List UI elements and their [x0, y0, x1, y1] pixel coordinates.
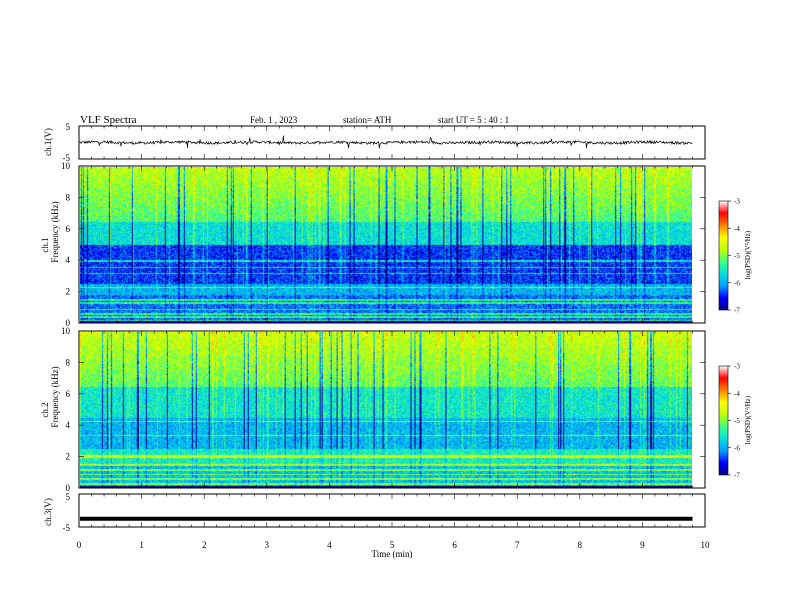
ch1-colorbar-ticks: -3 -4 -5 -6 -7	[728, 198, 740, 315]
time-tick-label: 7	[515, 540, 520, 550]
time-tick-label: 9	[640, 540, 645, 550]
y-tick-label: 8	[66, 192, 71, 202]
ch1-spectrogram-panel: 0 2 4 6 8 10 ch.1 Frequency (kHz)	[40, 161, 706, 328]
ch2-spectrogram-yticks: 0 2 4 6 8 10	[61, 326, 705, 493]
ch1-waveform-xticks	[78, 126, 706, 159]
y-tick-label: 6	[66, 224, 71, 234]
ch1-ytick-bottom: -5	[63, 153, 71, 163]
header-start-time: start UT = 5 : 40 : 1	[438, 115, 509, 125]
time-tick-label: 4	[327, 540, 332, 550]
colorbar-tick-label: -6	[734, 279, 740, 287]
colorbar-tick-label: -5	[734, 417, 740, 425]
ch1-waveform-trace	[79, 135, 693, 149]
spectrogram-raster	[80, 167, 692, 323]
ch2-spectrogram-ylabel-top: ch.2	[40, 402, 50, 417]
ch2-spectrogram-image	[80, 332, 692, 488]
header-station: station= ATH	[343, 115, 392, 125]
time-axis-label: Time (min)	[372, 549, 413, 559]
y-tick-label: 10	[61, 326, 71, 336]
ch2-colorbar: -3 -4 -5 -6 -7 log(PSD)(V²/Hz)	[718, 363, 752, 480]
colorbar-tick-label: -7	[734, 307, 740, 315]
ch3-waveform-xticks	[78, 494, 706, 527]
ch2-colorbar-label: log(PSD)(V²/Hz)	[744, 395, 752, 444]
time-tick-label: 6	[452, 540, 457, 550]
time-tick-label: 5	[390, 540, 395, 550]
colorbar-tick-label: -3	[734, 198, 740, 206]
ch3-ytick-top: 5	[66, 492, 71, 502]
ch2-spectrogram-xticks	[78, 331, 706, 488]
ch2-spectrogram-panel: 0 2 4 6 8 10 ch.2 Frequency (kHz)	[40, 326, 706, 493]
time-axis-tick-labels: 0 1 2 3 4 5 6 7 8 9 10	[77, 540, 710, 550]
ch3-waveform-frame	[78, 493, 706, 528]
ch1-spectrogram-ylabel-bottom: Frequency (kHz)	[50, 201, 60, 262]
y-tick-label: 6	[66, 389, 71, 399]
header-date: Feb. 1 , 2023	[250, 115, 298, 125]
ch1-colorbar: -3 -4 -5 -6 -7 log(PSD)(V²/Hz)	[718, 198, 752, 315]
ch3-ylabel: ch.3(V)	[43, 498, 53, 526]
colorbar-tick-label: -6	[734, 444, 740, 452]
y-tick-label: 0	[66, 318, 71, 328]
ch1-ytick-top: 5	[66, 122, 71, 132]
ch3-waveform-panel: 5 -5 ch.3(V)	[43, 492, 706, 533]
figure-title: VLF Spectra	[80, 114, 137, 126]
ch1-ylabel: ch.1(V)	[43, 128, 53, 156]
colorbar-tick-label: -3	[734, 363, 740, 371]
y-tick-label: 2	[66, 287, 71, 297]
ch2-colorbar-ticks: -3 -4 -5 -6 -7	[728, 363, 740, 480]
time-tick-label: 0	[77, 540, 82, 550]
ch1-colorbar-gradient	[718, 200, 729, 311]
y-tick-label: 4	[66, 420, 71, 430]
y-tick-label: 8	[66, 357, 71, 367]
colorbar-tick-label: -5	[734, 252, 740, 260]
time-tick-label: 2	[202, 540, 207, 550]
colorbar-tick-label: -7	[734, 472, 740, 480]
ch2-spectrogram-ylabel-bottom: Frequency (kHz)	[50, 366, 60, 427]
ch1-spectrogram-ylabel-top: ch.1	[40, 237, 50, 252]
colorbar-tick-label: -4	[734, 225, 740, 233]
time-tick-label: 10	[701, 540, 711, 550]
y-tick-label: 0	[66, 483, 71, 493]
spectrogram-raster	[80, 332, 692, 488]
ch1-spectrogram-image	[80, 167, 692, 323]
time-tick-label: 8	[578, 540, 583, 550]
time-tick-label: 1	[139, 540, 144, 550]
ch3-ytick-bottom: -5	[63, 523, 71, 533]
y-tick-label: 4	[66, 255, 71, 265]
ch2-colorbar-gradient	[718, 365, 729, 476]
ch1-spectrogram-xticks	[78, 166, 706, 323]
ch1-waveform-panel: 5 -5 ch.1(V)	[43, 122, 706, 163]
y-tick-label: 10	[61, 161, 71, 171]
ch1-spectrogram-yticks: 0 2 4 6 8 10	[61, 161, 705, 328]
y-tick-label: 2	[66, 452, 71, 462]
time-tick-label: 3	[265, 540, 270, 550]
ch1-colorbar-label: log(PSD)(V²/Hz)	[744, 230, 752, 279]
colorbar-tick-label: -4	[734, 390, 740, 398]
